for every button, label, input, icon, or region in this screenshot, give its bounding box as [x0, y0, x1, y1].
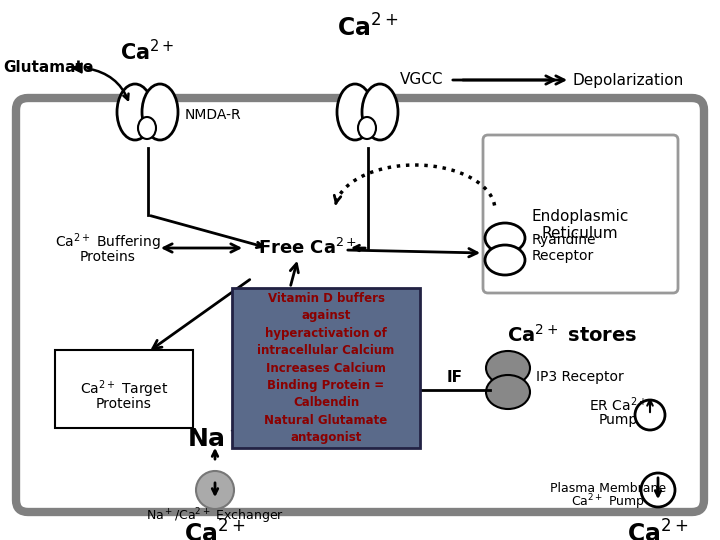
Ellipse shape: [485, 223, 525, 253]
Text: Pump: Pump: [598, 413, 638, 427]
Ellipse shape: [485, 245, 525, 275]
Text: Glutamate: Glutamate: [3, 60, 94, 76]
FancyBboxPatch shape: [232, 288, 420, 448]
Ellipse shape: [138, 117, 156, 139]
Text: Ca$^{2+}$: Ca$^{2+}$: [120, 39, 174, 65]
FancyBboxPatch shape: [55, 350, 193, 428]
Ellipse shape: [635, 400, 665, 430]
Text: Plasma Membrane: Plasma Membrane: [550, 482, 666, 495]
Text: Vitamin D buffers
against
hyperactivation of
intracellular Calcium
Increases Cal: Vitamin D buffers against hyperactivatio…: [257, 292, 395, 444]
Text: Ca$^{2+}$: Ca$^{2+}$: [184, 521, 246, 540]
Text: ER Ca$^{2+}$: ER Ca$^{2+}$: [589, 396, 647, 414]
Ellipse shape: [486, 375, 530, 409]
FancyBboxPatch shape: [483, 135, 678, 293]
Ellipse shape: [641, 473, 675, 507]
Polygon shape: [72, 63, 82, 73]
Text: Ca$^{2+}$ Buffering: Ca$^{2+}$ Buffering: [55, 231, 161, 253]
Text: Ca$^{2+}$ Target: Ca$^{2+}$ Target: [80, 378, 168, 400]
Text: Ca$^{2+}$ Pump: Ca$^{2+}$ Pump: [571, 492, 645, 512]
Text: VGCC: VGCC: [400, 72, 444, 87]
Text: Ca$^{2+}$: Ca$^{2+}$: [627, 521, 689, 540]
Text: Depolarization: Depolarization: [572, 72, 683, 87]
Ellipse shape: [196, 471, 234, 509]
Ellipse shape: [142, 84, 178, 140]
Text: IP3 Receptor: IP3 Receptor: [536, 370, 624, 384]
FancyBboxPatch shape: [16, 98, 704, 512]
Ellipse shape: [486, 351, 530, 385]
Text: Proteins: Proteins: [96, 397, 152, 411]
Ellipse shape: [337, 84, 373, 140]
Ellipse shape: [362, 84, 398, 140]
Ellipse shape: [117, 84, 153, 140]
Text: Endoplasmic
Reticulum: Endoplasmic Reticulum: [531, 209, 629, 241]
Text: Na$^+$/Ca$^{2+}$ Exchanger: Na$^+$/Ca$^{2+}$ Exchanger: [146, 506, 284, 526]
Text: NMDA-R: NMDA-R: [185, 108, 242, 122]
Text: Free Ca$^{2+}$: Free Ca$^{2+}$: [258, 238, 358, 258]
Ellipse shape: [358, 117, 376, 139]
Text: Ryandine
Receptor: Ryandine Receptor: [532, 233, 596, 263]
Text: Ca$^{2+}$ stores: Ca$^{2+}$ stores: [507, 324, 637, 346]
Text: Proteins: Proteins: [80, 250, 136, 264]
Text: Ca$^{2+}$: Ca$^{2+}$: [337, 15, 399, 42]
Text: IF: IF: [447, 370, 463, 386]
Text: Na$^+$: Na$^+$: [186, 426, 243, 450]
